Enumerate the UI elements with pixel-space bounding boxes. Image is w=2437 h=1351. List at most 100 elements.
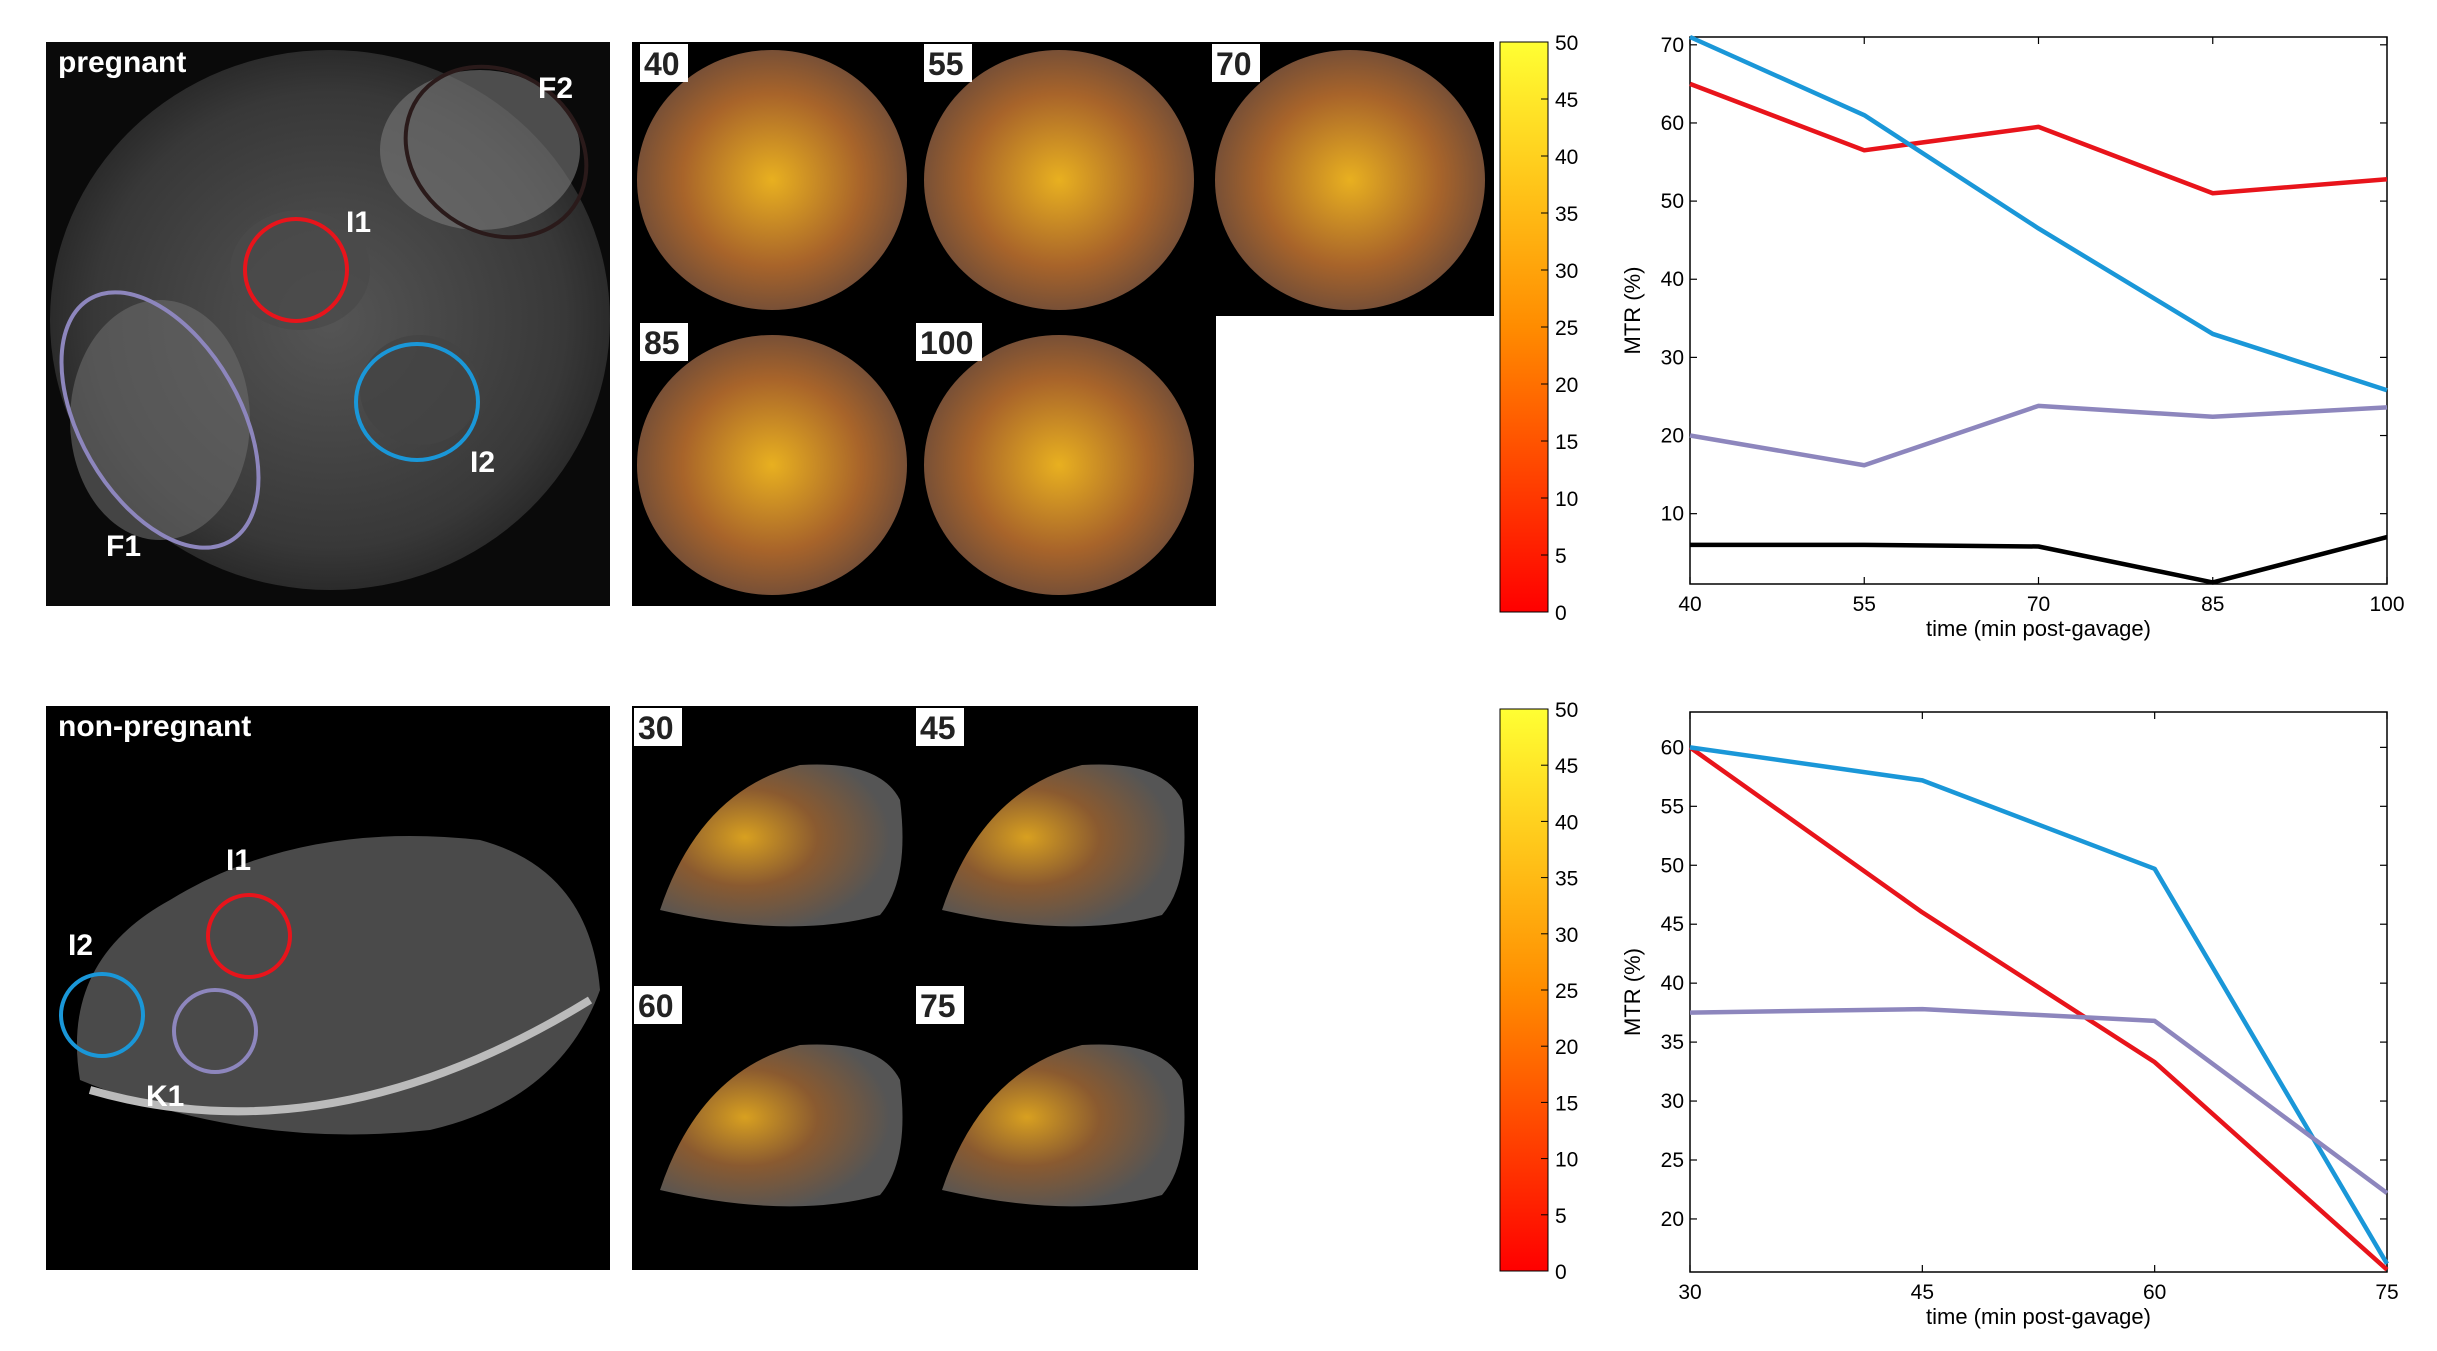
- roi-label-K1: K1: [146, 1080, 184, 1113]
- map-overlay: [637, 335, 907, 595]
- x-tick-label: 45: [1911, 1281, 1934, 1304]
- x-tick-label: 70: [2027, 593, 2050, 616]
- roi-label-I1-np: I1: [226, 844, 251, 877]
- timepoint-box: [916, 986, 964, 1024]
- series-line-F1: [1689, 403, 2388, 468]
- x-tick-label: 30: [1678, 1281, 1701, 1304]
- timepoint-label-75: 75: [920, 988, 956, 1024]
- roi-I2: [354, 342, 480, 462]
- colorbar-tick-label: 15: [1555, 1092, 1578, 1115]
- roi-I2-np: [59, 972, 145, 1058]
- x-tick-label: 60: [2143, 1281, 2166, 1304]
- y-tick-label: 30: [1661, 1090, 1684, 1113]
- colorbar-tick-label: 50: [1555, 32, 1578, 55]
- pregnant-map-70: 70: [1212, 44, 1485, 310]
- timepoint-box: [634, 708, 682, 746]
- timepoint-box: [1212, 44, 1260, 82]
- roi-I1-np: [206, 893, 292, 979]
- map-overlay: [637, 50, 907, 310]
- nonpregnant-label: non-pregnant: [58, 710, 251, 743]
- roi-label-I1: I1: [346, 206, 371, 239]
- body-outline: [88, 996, 593, 1116]
- pregnant-anatomy-panel: pregnant F2 I1 I2 F1: [46, 42, 610, 606]
- timepoint-box: [916, 323, 982, 361]
- nonpregnant-map-60: 60: [634, 986, 903, 1207]
- nonpregnant-map-30: 30: [634, 708, 903, 927]
- series-line-K1: [1689, 1006, 2389, 1195]
- roi-label-F2: F2: [538, 72, 573, 105]
- y-tick-label: 60: [1661, 112, 1684, 135]
- y-axis-title: MTR (%): [1620, 267, 1645, 355]
- colorbar-tick-label: 45: [1555, 89, 1578, 112]
- timepoint-label-70: 70: [1216, 46, 1252, 82]
- colorbar-tick-label: 35: [1555, 203, 1578, 226]
- colorbar-tick-label: 30: [1555, 260, 1578, 283]
- colorbar-tick-label: 40: [1555, 146, 1578, 169]
- roi-F1: [59, 290, 261, 550]
- x-tick-label: 55: [1853, 593, 1876, 616]
- map-overlay: [660, 764, 903, 927]
- colorbar-tick-label: 5: [1555, 545, 1567, 568]
- pregnant-map-55: 55: [924, 44, 1194, 310]
- pregnant-map-85: 85: [637, 323, 907, 595]
- colorbar-tick-label: 50: [1555, 699, 1578, 722]
- colorbar-tick-label: 45: [1555, 755, 1578, 778]
- timepoint-label-60: 60: [638, 988, 674, 1024]
- roi-F2: [403, 64, 589, 240]
- pregnant-fetus-left: [70, 300, 250, 540]
- map-overlay: [942, 764, 1185, 927]
- y-tick-label: 60: [1661, 736, 1684, 759]
- pregnant-map-100: 100: [916, 323, 1194, 595]
- pregnant-map-40: 40: [637, 44, 907, 310]
- y-tick-label: 45: [1661, 913, 1684, 936]
- colorbar-tick-label: 20: [1555, 374, 1578, 397]
- y-tick-label: 30: [1661, 346, 1684, 369]
- timepoint-box: [924, 44, 972, 82]
- colorbar-tick-label: 10: [1555, 1149, 1578, 1172]
- map-overlay: [924, 335, 1194, 595]
- series-line-I2: [1689, 745, 2389, 1265]
- y-axis-title: MTR (%): [1620, 948, 1645, 1036]
- pregnant-map-grid: 40 55 70 85 100: [632, 42, 1494, 606]
- series-line-I1: [1689, 81, 2388, 196]
- x-tick-label: 75: [2375, 1281, 2398, 1304]
- roi-label-I2: I2: [470, 446, 495, 479]
- y-tick-label: 40: [1661, 268, 1684, 291]
- series-line-I2: [1689, 34, 2388, 393]
- plot-area: [1689, 711, 2388, 1273]
- y-tick-label: 50: [1661, 190, 1684, 213]
- pregnant-organ: [360, 335, 480, 445]
- y-tick-label: 70: [1661, 34, 1684, 57]
- y-tick-label: 55: [1661, 795, 1684, 818]
- roi-I1: [243, 217, 349, 323]
- timepoint-box: [640, 44, 688, 82]
- timepoint-label-55: 55: [928, 46, 964, 82]
- series-line-F2: [1690, 534, 2388, 585]
- timepoint-label-45: 45: [920, 710, 956, 746]
- nonpregnant-anatomy-panel: non-pregnant I1 I2 K1: [46, 706, 610, 1270]
- y-tick-label: 25: [1661, 1149, 1684, 1172]
- y-tick-label: 40: [1661, 972, 1684, 995]
- colorbar-tick-label: 0: [1555, 1261, 1567, 1284]
- pregnant-label: pregnant: [58, 46, 186, 79]
- timepoint-box: [916, 708, 964, 746]
- timepoint-label-85: 85: [644, 325, 680, 361]
- nonpregnant-map-45: 45: [916, 708, 1185, 927]
- timepoint-label-100: 100: [920, 325, 973, 361]
- roi-K1: [172, 988, 258, 1074]
- x-axis-title: time (min post-gavage): [1926, 616, 2151, 641]
- x-tick-label: 85: [2201, 593, 2224, 616]
- colorbar-tick-label: 0: [1555, 602, 1567, 625]
- nonpregnant-map-75: 75: [916, 986, 1185, 1207]
- map-overlay: [660, 1044, 903, 1207]
- timepoint-box: [634, 986, 682, 1024]
- x-tick-label: 100: [2369, 593, 2404, 616]
- map-overlay: [924, 50, 1194, 310]
- y-tick-label: 20: [1661, 1208, 1684, 1231]
- x-axis-title: time (min post-gavage): [1926, 1304, 2151, 1329]
- y-tick-label: 10: [1661, 503, 1684, 526]
- y-tick-label: 35: [1661, 1031, 1684, 1054]
